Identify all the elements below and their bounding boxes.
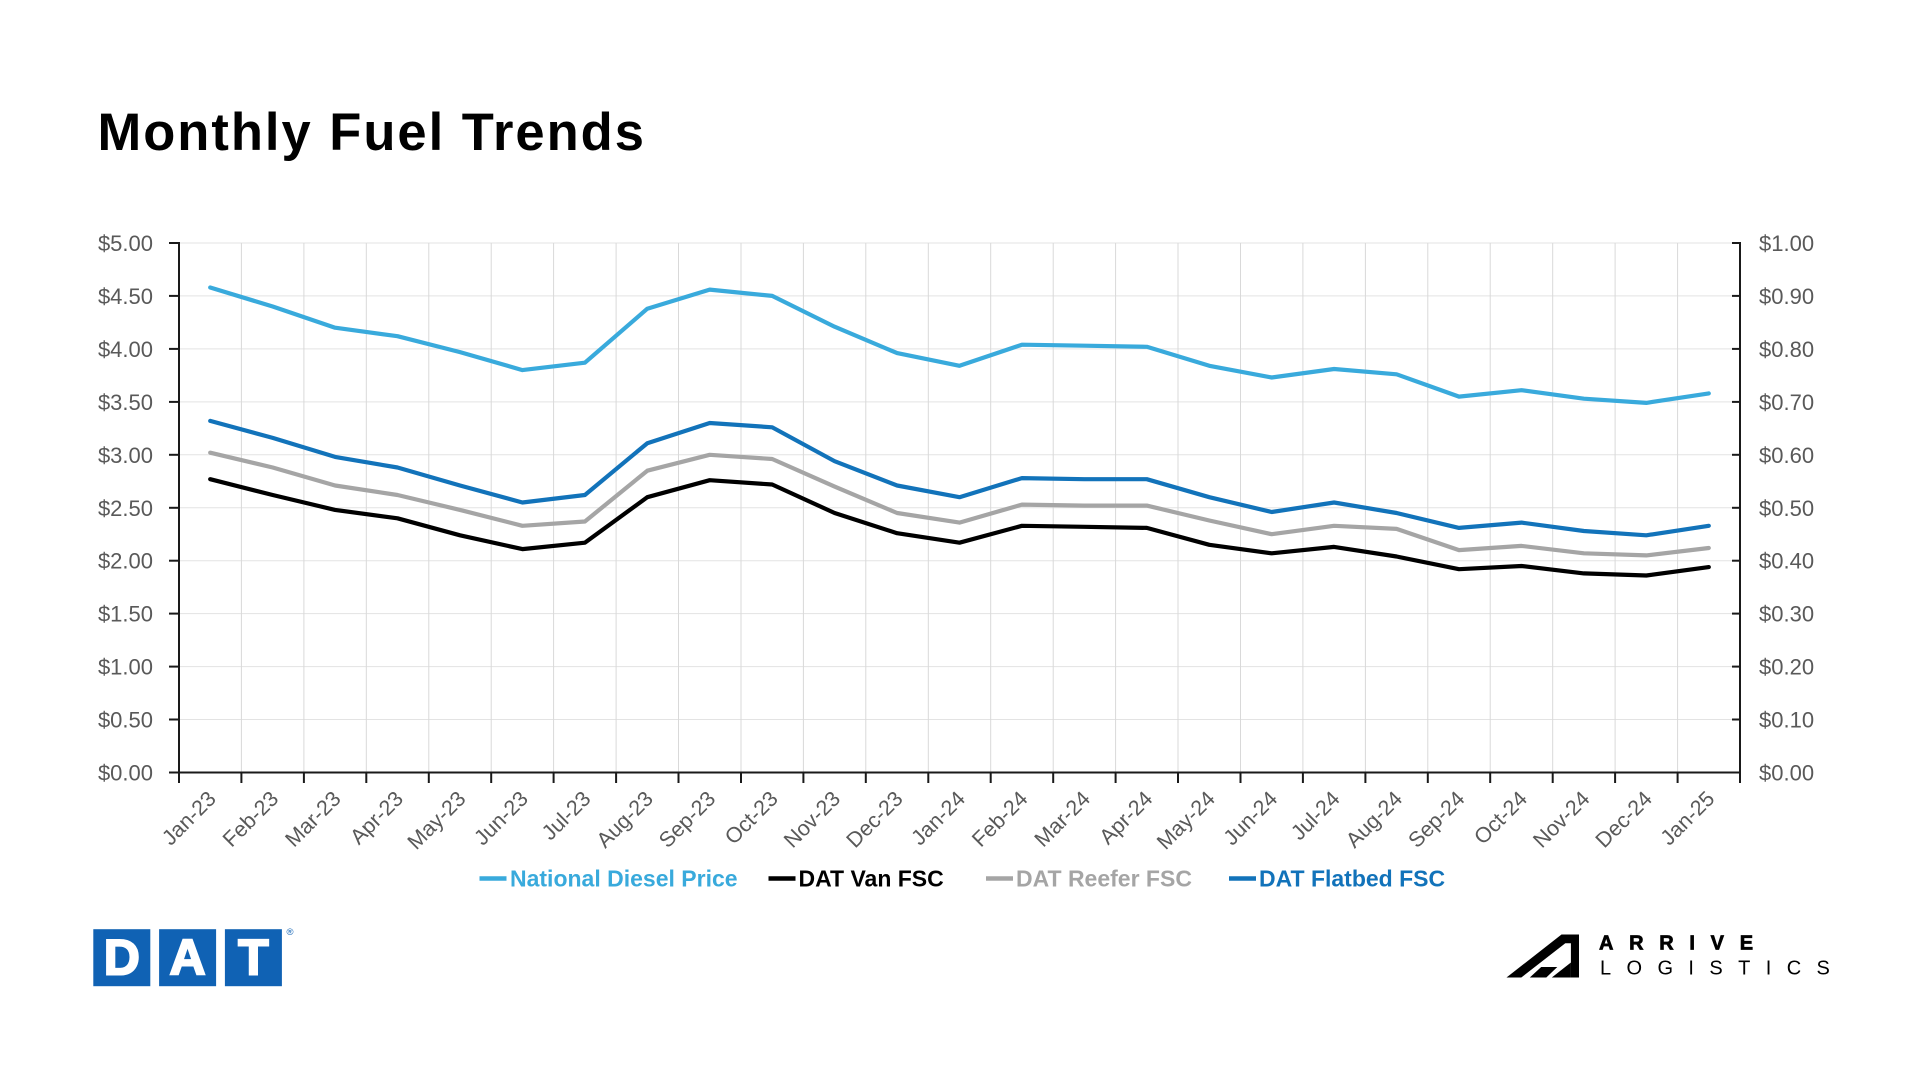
svg-text:$4.00: $4.00 xyxy=(98,337,153,362)
svg-text:$0.50: $0.50 xyxy=(1759,496,1814,521)
svg-text:$0.50: $0.50 xyxy=(98,708,153,733)
svg-text:$0.20: $0.20 xyxy=(1759,655,1814,680)
svg-text:D: D xyxy=(104,930,140,986)
svg-text:$3.00: $3.00 xyxy=(98,443,153,468)
svg-text:$0.30: $0.30 xyxy=(1759,602,1814,627)
svg-text:$3.50: $3.50 xyxy=(98,390,153,415)
svg-text:$2.00: $2.00 xyxy=(98,549,153,574)
svg-text:®: ® xyxy=(287,927,294,938)
svg-text:$2.50: $2.50 xyxy=(98,496,153,521)
svg-text:DAT Reefer FSC: DAT Reefer FSC xyxy=(1016,866,1192,892)
svg-text:A: A xyxy=(170,930,206,986)
svg-text:$0.40: $0.40 xyxy=(1759,549,1814,574)
svg-text:ARRIVE: ARRIVE xyxy=(1599,932,1769,954)
svg-text:$1.50: $1.50 xyxy=(98,602,153,627)
svg-text:$0.60: $0.60 xyxy=(1759,443,1814,468)
svg-text:$0.70: $0.70 xyxy=(1759,390,1814,415)
svg-text:$0.00: $0.00 xyxy=(98,761,153,786)
svg-text:National Diesel Price: National Diesel Price xyxy=(510,866,738,892)
svg-text:DAT Flatbed FSC: DAT Flatbed FSC xyxy=(1259,866,1445,892)
svg-text:LOGISTICS: LOGISTICS xyxy=(1600,958,1845,980)
svg-text:$0.90: $0.90 xyxy=(1759,284,1814,309)
svg-text:$5.00: $5.00 xyxy=(98,231,153,256)
svg-text:$0.80: $0.80 xyxy=(1759,337,1814,362)
svg-text:T: T xyxy=(238,930,269,986)
svg-text:$1.00: $1.00 xyxy=(1759,231,1814,256)
svg-text:$1.00: $1.00 xyxy=(98,655,153,680)
svg-text:DAT Van FSC: DAT Van FSC xyxy=(799,866,944,892)
svg-text:$4.50: $4.50 xyxy=(98,284,153,309)
svg-text:$0.10: $0.10 xyxy=(1759,708,1814,733)
svg-text:Monthly Fuel Trends: Monthly Fuel Trends xyxy=(98,103,646,162)
svg-text:$0.00: $0.00 xyxy=(1759,761,1814,786)
